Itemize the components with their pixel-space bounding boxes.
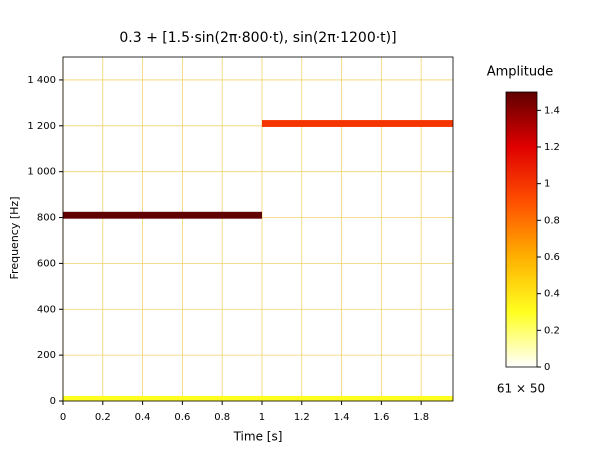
colorbar-tick-label: 1	[544, 179, 550, 190]
y-axis-label: Frequency [Hz]	[8, 197, 21, 280]
x-tick-label: 1.2	[294, 412, 310, 423]
colorbar-tick-label: 0.8	[544, 215, 560, 226]
y-tick-label: 1 400	[27, 75, 56, 86]
colorbar-tick-label: 0.2	[544, 325, 560, 336]
y-tick-label: 800	[37, 213, 56, 224]
x-tick-label: 1.8	[413, 412, 429, 423]
x-tick-label: 1.4	[334, 412, 350, 423]
colorbar-tick-label: 1.4	[544, 105, 560, 116]
y-tick-label: 0	[50, 396, 56, 407]
spectrogram-cell	[261, 120, 453, 127]
x-tick-label: 0.8	[214, 412, 230, 423]
colorbar-tick-label: 1.2	[544, 142, 560, 153]
x-tick-label: 0.2	[95, 412, 111, 423]
spectrogram-cell	[63, 395, 453, 401]
x-tick-label: 0.4	[135, 412, 151, 423]
colorbar-tick-label: 0.4	[544, 289, 560, 300]
spectrogram-cell	[63, 211, 262, 219]
y-tick-label: 1 200	[27, 121, 56, 132]
colorbar-tick-label: 0	[544, 362, 550, 373]
plot-frame	[62, 56, 454, 402]
x-tick-label: 1.6	[373, 412, 389, 423]
x-tick-label: 1	[259, 412, 265, 423]
colorbar-title: Amplitude	[487, 65, 554, 80]
x-tick-label: 0.6	[174, 412, 190, 423]
colorbar-tick-label: 0.6	[544, 252, 560, 263]
y-tick-label: 400	[37, 304, 56, 315]
y-tick-label: 1 000	[27, 167, 56, 178]
y-tick-label: 600	[37, 258, 56, 269]
y-tick-label: 200	[37, 350, 56, 361]
x-axis-label: Time [s]	[233, 430, 283, 444]
colorbar	[505, 91, 538, 368]
x-tick-label: 0	[60, 412, 66, 423]
matrix-size: 61 × 50	[497, 382, 545, 396]
chart-title: 0.3 + [1.5·sin(2π·800·t), sin(2π·1200·t)…	[119, 30, 396, 46]
